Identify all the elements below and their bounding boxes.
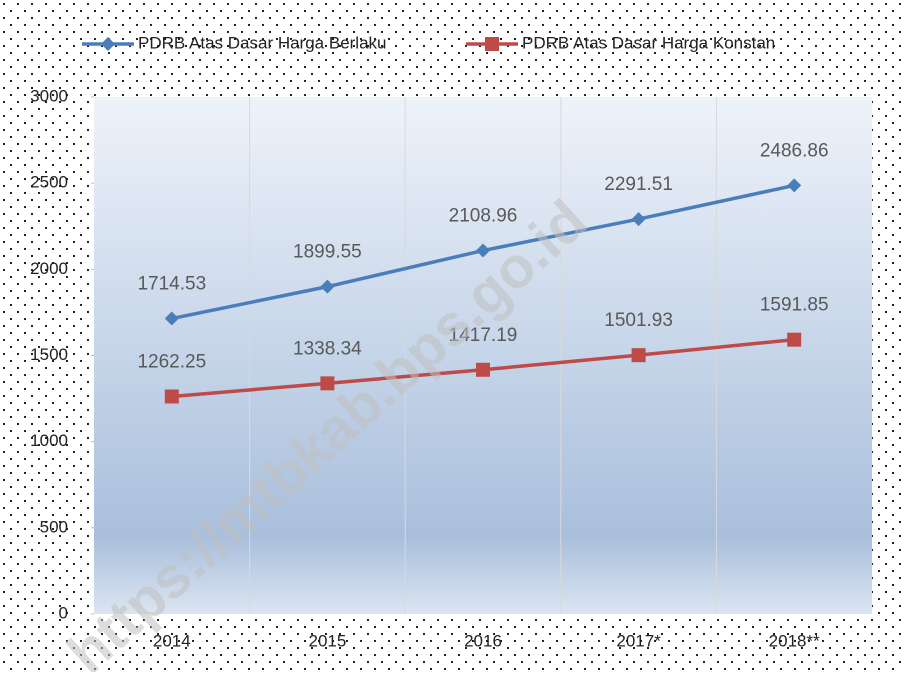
marker [787,332,802,347]
marker [164,389,179,404]
y-tick-label: 500 [40,517,68,536]
data-label: 1501.93 [604,310,673,331]
x-tick-label: 2018** [769,631,820,650]
data-label: 2291.51 [604,174,673,195]
marker [164,311,179,326]
y-tick-label: 2500 [30,173,68,192]
marker [320,279,335,294]
data-label: 1338.34 [293,338,362,359]
y-tick-label: 1500 [30,345,68,364]
y-tick-label: 0 [59,603,68,622]
marker [631,212,646,227]
marker [631,348,646,363]
data-label: 1262.25 [137,351,206,372]
plot-area [94,97,872,614]
data-label: 1417.19 [449,325,518,346]
marker [787,178,802,193]
marker [476,243,490,258]
data-label: 1714.53 [137,274,206,295]
marker [476,362,490,377]
legend-label: PDRB Atas Dasar Harga Berlaku [138,33,387,52]
legend-label: PDRB Atas Dasar Harga Konstan [522,33,775,52]
data-label: 1591.85 [760,295,829,316]
data-label: 1899.55 [293,242,362,263]
legend-marker [101,37,115,51]
x-tick-label: 2017* [616,631,661,650]
marker [320,376,335,391]
data-label: 2486.86 [760,140,829,161]
y-tick-label: 1000 [30,431,68,450]
data-label: 2108.96 [449,206,518,227]
y-tick-label: 2000 [30,259,68,278]
legend-marker [485,37,499,51]
y-tick-label: 3000 [30,86,68,105]
x-tick-label: 2015 [308,631,346,650]
x-tick-label: 2016 [464,631,502,650]
x-tick-label: 2014 [153,631,191,650]
